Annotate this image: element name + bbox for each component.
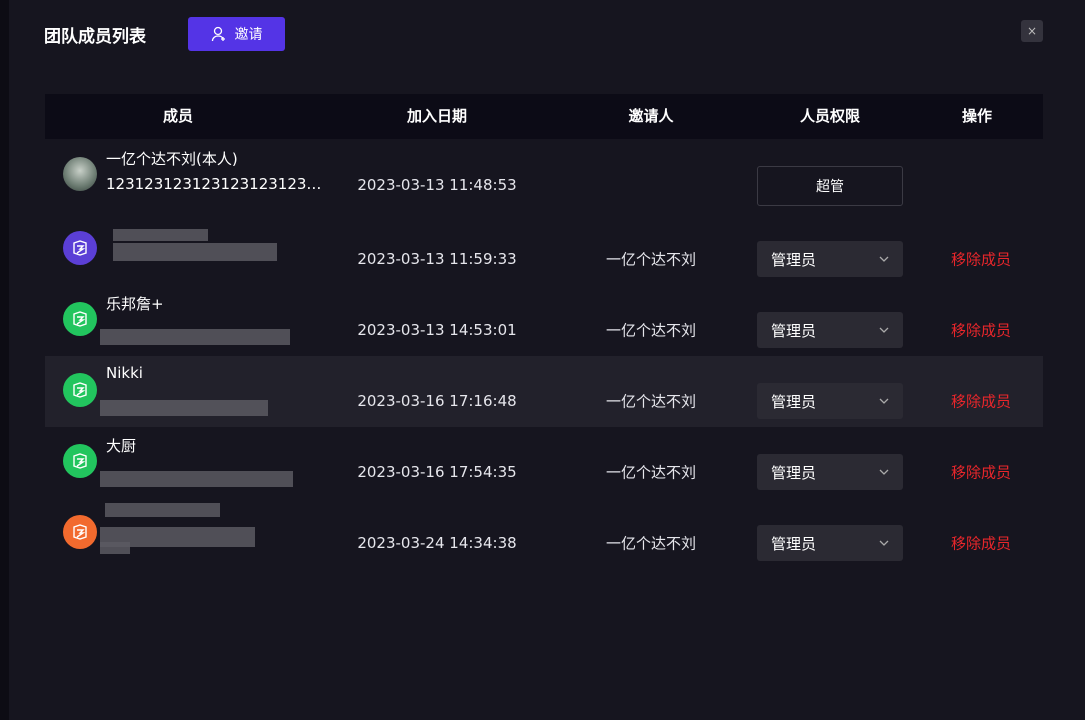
dropdown-arrow	[879, 256, 889, 262]
column-header: 邀请人	[628, 107, 674, 125]
join-date: 2023-03-13 11:59:33	[357, 250, 517, 268]
role-dropdown[interactable]: 管理员	[757, 525, 903, 561]
dropdown-arrow	[879, 540, 889, 546]
dropdown-arrow	[879, 469, 889, 475]
member-avatar	[63, 157, 97, 191]
join-date: 2023-03-13 11:48:53	[357, 176, 517, 194]
redacted-text	[113, 243, 277, 261]
join-date: 2023-03-16 17:54:35	[357, 463, 517, 481]
member-avatar	[63, 515, 97, 549]
remove-member-link[interactable]: 移除成员	[950, 321, 1012, 340]
member-avatar	[63, 373, 97, 407]
close-button[interactable]: ×	[1021, 20, 1043, 42]
redacted-text	[105, 503, 220, 517]
redacted-text	[113, 229, 208, 241]
member-name: Nikki	[106, 364, 143, 382]
inviter: 一亿个达不刘	[605, 392, 697, 411]
role-label: 管理员	[771, 463, 817, 482]
remove-member-link[interactable]: 移除成员	[950, 250, 1012, 269]
role-label: 管理员	[771, 321, 817, 340]
table-row: 2023-03-13 11:59:33 一亿个达不刘 管理员 移除成员	[45, 214, 1043, 285]
remove-member-link[interactable]: 移除成员	[950, 392, 1012, 411]
redacted-text	[100, 471, 293, 487]
inviter: 一亿个达不刘	[605, 463, 697, 482]
join-date: 2023-03-16 17:16:48	[357, 392, 517, 410]
table-row: 2023-03-24 14:34:38 一亿个达不刘 管理员 移除成员	[45, 498, 1043, 569]
role-dropdown[interactable]: 管理员	[757, 454, 903, 490]
dropdown-arrow	[879, 327, 889, 333]
dropdown-arrow	[879, 398, 889, 404]
join-date: 2023-03-24 14:34:38	[357, 534, 517, 552]
role-label: 管理员	[771, 250, 817, 269]
column-header: 加入日期	[406, 107, 468, 125]
role-label: 管理员	[771, 392, 817, 411]
member-account: 123123123123123123123…	[106, 175, 322, 193]
column-header: 成员	[162, 107, 194, 125]
member-name: 乐邦詹+	[106, 295, 164, 313]
invite-label: 邀请	[234, 27, 263, 43]
role-dropdown[interactable]: 管理员	[757, 383, 903, 419]
redacted-text	[100, 400, 268, 416]
role-label: 管理员	[771, 534, 817, 553]
join-date: 2023-03-13 14:53:01	[357, 321, 517, 339]
remove-member-link[interactable]: 移除成员	[950, 463, 1012, 482]
member-avatar	[63, 231, 97, 265]
redacted-text	[100, 527, 255, 547]
invite-button[interactable]: 邀请	[188, 17, 285, 51]
role-badge: 超管	[757, 166, 903, 206]
column-header: 人员权限	[799, 107, 861, 125]
table-row: 乐邦詹+ 2023-03-13 14:53:01 一亿个达不刘 管理员 移除成员	[45, 285, 1043, 356]
inviter: 一亿个达不刘	[605, 250, 697, 269]
member-avatar	[63, 444, 97, 478]
inviter: 一亿个达不刘	[605, 321, 697, 340]
inviter: 一亿个达不刘	[605, 534, 697, 553]
side-strip	[0, 0, 9, 720]
redacted-text	[100, 542, 130, 554]
role-dropdown[interactable]: 管理员	[757, 241, 903, 277]
member-name: 一亿个达不刘(本人)	[106, 150, 238, 168]
modal-title: 团队成员列表	[44, 27, 146, 47]
member-name: 大厨	[106, 437, 137, 455]
redacted-text	[100, 329, 290, 345]
role-dropdown[interactable]: 管理员	[757, 312, 903, 348]
invite-icon	[211, 26, 225, 42]
column-header: 操作	[961, 107, 993, 125]
table-header: 成员 加入日期 邀请人 人员权限 操作	[45, 94, 1043, 139]
remove-member-link[interactable]: 移除成员	[950, 534, 1012, 553]
member-avatar	[63, 302, 97, 336]
table-row: 大厨 2023-03-16 17:54:35 一亿个达不刘 管理员 移除成员	[45, 427, 1043, 498]
table-row: 一亿个达不刘(本人) 123123123123123123123… 2023-03-…	[45, 140, 1043, 214]
table-row: Nikki 2023-03-16 17:16:48 一亿个达不刘 管理员 移除成员	[45, 356, 1043, 427]
